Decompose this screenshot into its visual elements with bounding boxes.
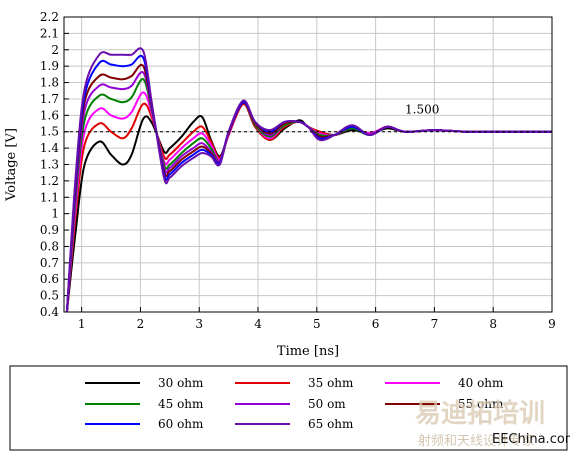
y-tick-label: 1.4 xyxy=(40,141,59,155)
reference-line-label: 1.500 xyxy=(405,103,439,117)
y-tick-label: 2.2 xyxy=(40,10,59,24)
y-tick-label: 1.9 xyxy=(40,59,59,73)
x-tick-label: 5 xyxy=(313,317,321,331)
legend-label-0: 30 ohm xyxy=(158,376,204,390)
y-tick-label: 1.5 xyxy=(40,125,59,139)
y-tick-label: 1.6 xyxy=(40,108,59,122)
y-tick-label: 0.9 xyxy=(40,223,59,237)
y-tick-label: 2 xyxy=(51,43,59,57)
legend-label-1: 35 ohm xyxy=(308,376,354,390)
legend-label-5: 55 ohm xyxy=(458,397,504,411)
plot-lines xyxy=(65,47,552,313)
y-tick-label: 0.7 xyxy=(40,256,59,270)
y-tick-label: 1.8 xyxy=(40,76,59,90)
y-tick-label: 1.7 xyxy=(40,92,59,106)
plot-frame xyxy=(63,16,553,313)
y-tick-label: 1 xyxy=(51,207,59,221)
legend: 30 ohm 35 ohm 40 ohm 45 ohm 50 om 55 ohm 60 oh… xyxy=(9,365,568,451)
x-tick-label: 1 xyxy=(78,317,86,331)
y-tick-label: 0.4 xyxy=(40,305,59,319)
legend-label-3: 45 ohm xyxy=(158,397,204,411)
legend-label-2: 40 ohm xyxy=(458,376,504,390)
reference-line-group: 1.500 xyxy=(64,103,552,133)
x-tick-label: 8 xyxy=(489,317,497,331)
y-tick-label: 1.3 xyxy=(40,158,59,172)
watermark-tagline: 射频和天线设计专家 xyxy=(418,433,535,449)
y-tick-label: 1.1 xyxy=(40,190,59,204)
legend-label-7: 65 ohm xyxy=(308,417,354,431)
watermark: 易迪拓培训 射频和天线设计专家 EEChina.com xyxy=(415,399,570,449)
series-line-1 xyxy=(65,102,552,313)
x-tick-label: 7 xyxy=(431,317,439,331)
series-line-6 xyxy=(65,54,552,313)
legend-box xyxy=(9,365,568,451)
x-tick-label: 6 xyxy=(372,317,380,331)
series-line-5 xyxy=(65,63,552,313)
watermark-site: EEChina.com xyxy=(492,432,570,447)
y-axis-label: Voltage [V] xyxy=(4,128,19,202)
series-line-7 xyxy=(65,47,552,313)
axis-ticks: 0.4 0.5 0.6 0.7 0.8 0.9 1 1.1 1.2 1.3 1.4 1.5 1.6 1.7… xyxy=(40,10,556,331)
y-tick-label: 0.8 xyxy=(40,239,59,253)
x-tick-label: 2 xyxy=(137,317,145,331)
legend-label-6: 60 ohm xyxy=(158,417,204,431)
series-line-3 xyxy=(65,78,552,313)
grid xyxy=(64,16,553,313)
x-tick-label: 3 xyxy=(195,317,203,331)
x-tick-label: 9 xyxy=(548,317,556,331)
x-axis-label: Time [ns] xyxy=(277,344,339,359)
series-line-0 xyxy=(65,102,552,313)
watermark-brand: 易迪拓培训 xyxy=(415,399,545,429)
x-tick-label: 4 xyxy=(254,317,262,331)
y-tick-label: 0.5 xyxy=(40,289,59,303)
y-tick-label: 0.6 xyxy=(40,272,59,286)
legend-label-4: 50 om xyxy=(308,397,346,411)
y-tick-label: 2.1 xyxy=(40,26,59,40)
y-tick-label: 1.2 xyxy=(40,174,59,188)
